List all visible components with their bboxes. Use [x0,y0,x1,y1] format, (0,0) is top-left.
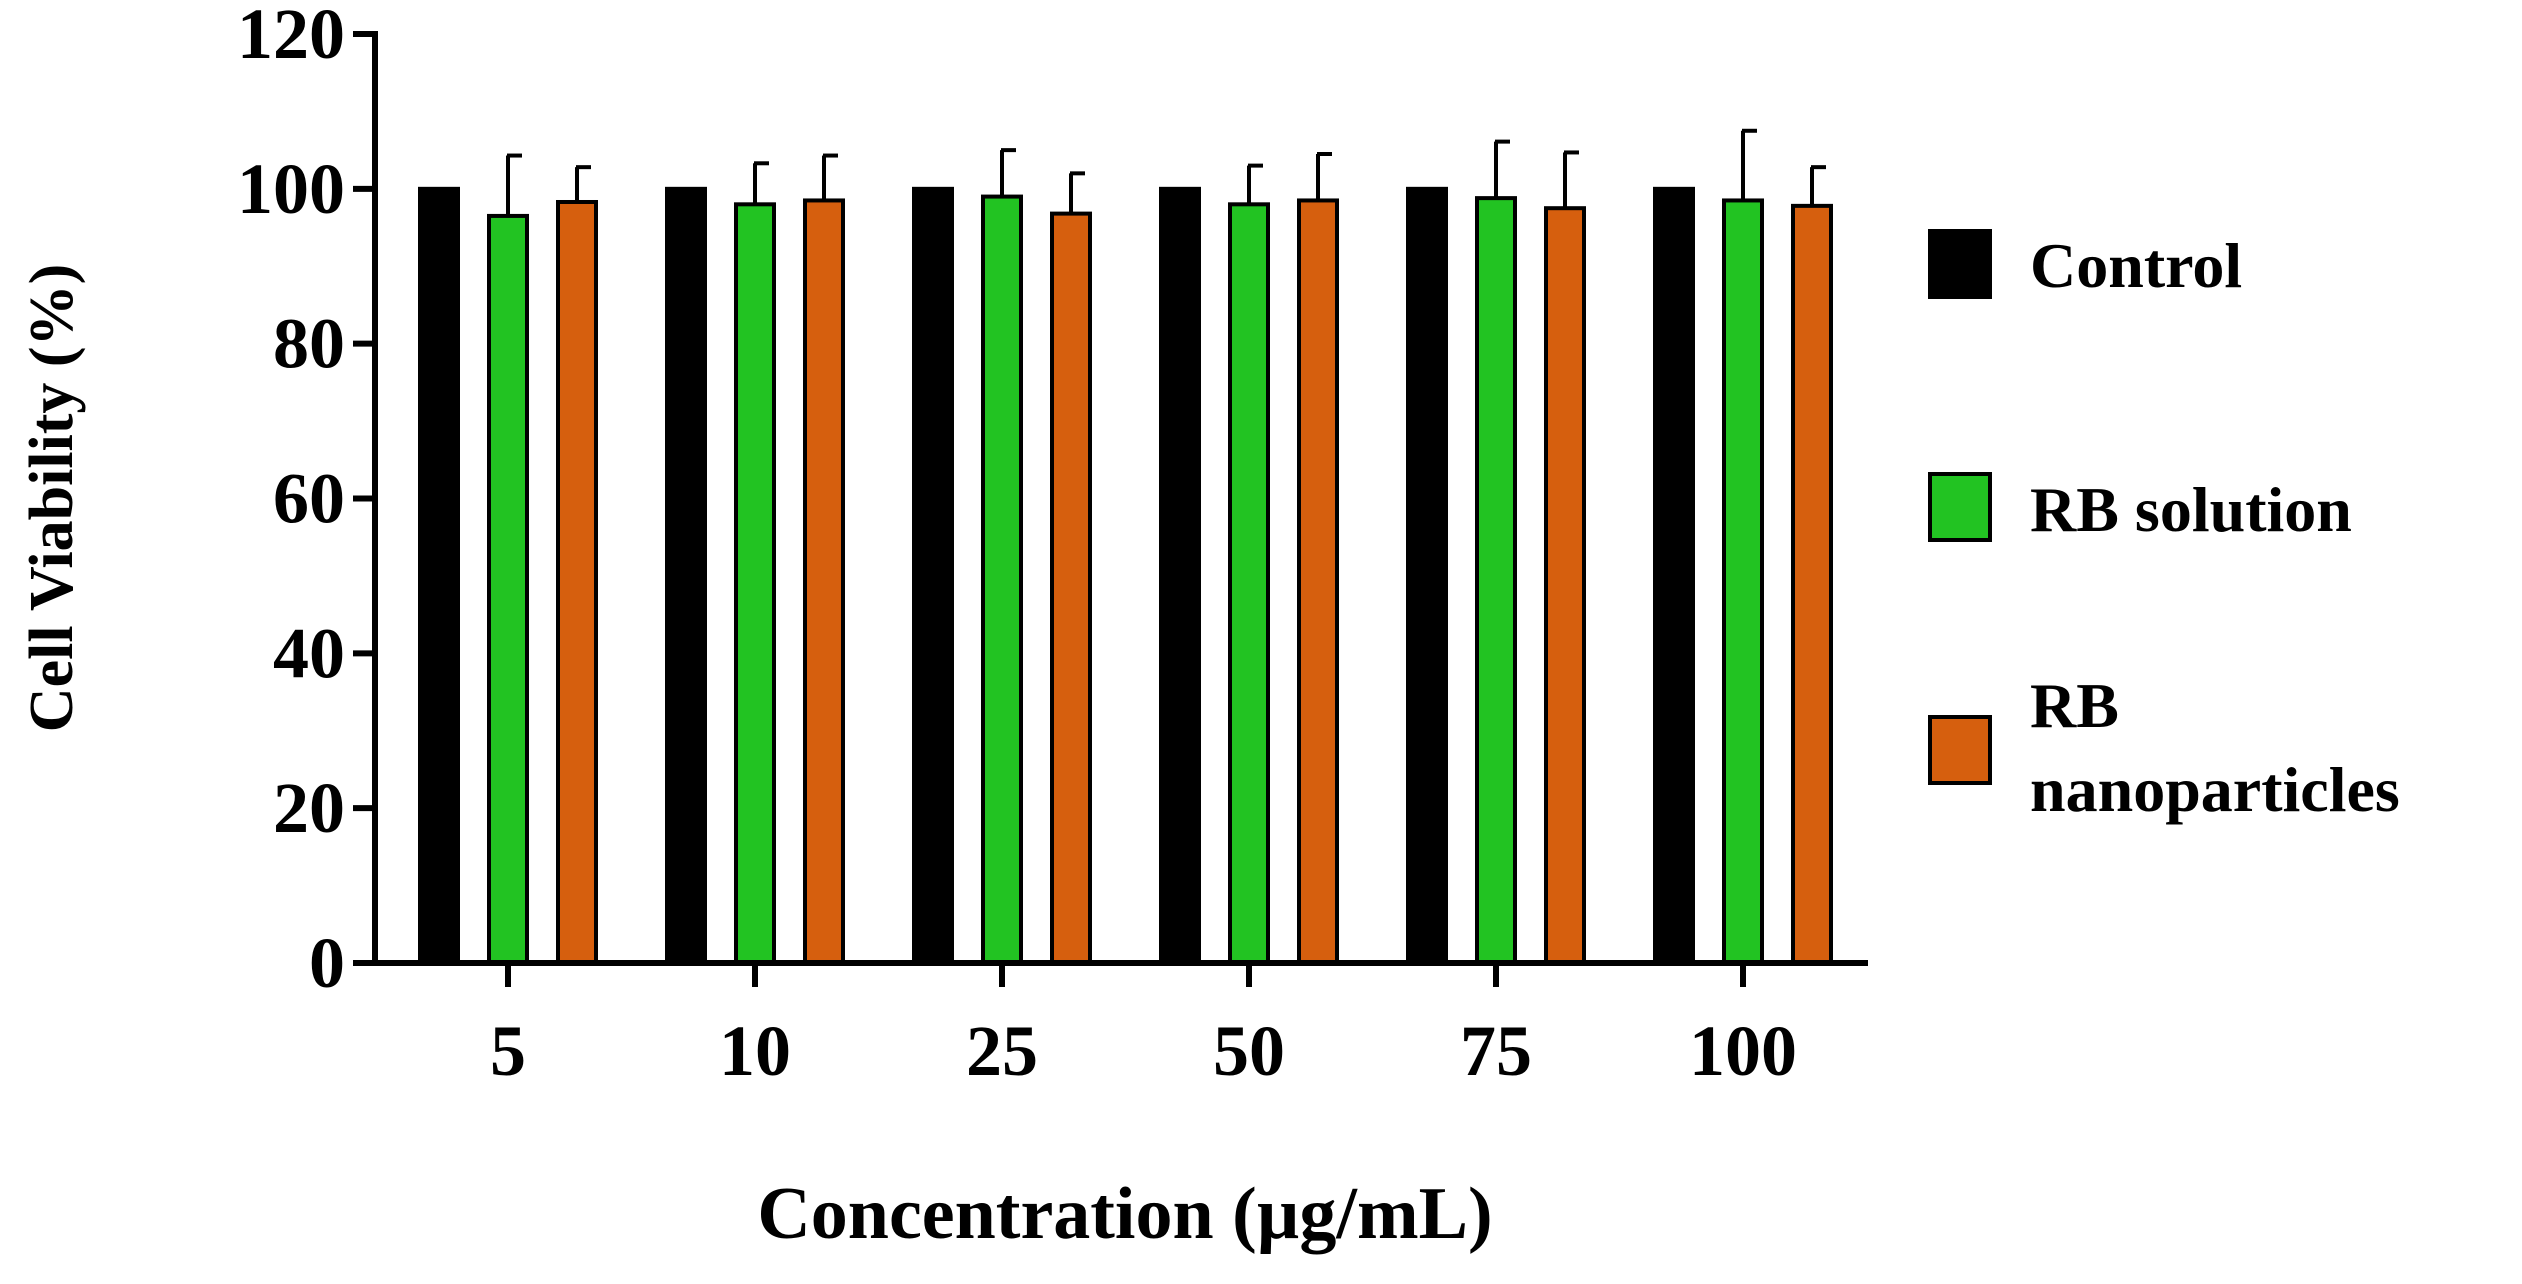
bar-control [1406,186,1448,966]
bar-rb-solution [1722,198,1764,965]
legend-label: nanoparticles [2030,754,2400,825]
y-tick-label: 80 [273,304,345,384]
bar-rb-solution [981,194,1023,965]
y-ticks: 0 20 40 60 80 100 120 [237,0,375,1003]
error-bars-layer [506,128,1826,216]
legend-swatch-control [1928,229,1992,299]
bar-rb-nanoparticles [1544,206,1586,965]
x-tick-label: 100 [1689,1011,1797,1091]
bar-control [1159,186,1201,966]
bar-rb-nanoparticles [803,198,845,965]
y-axis-title: Cell Viability (%) [18,264,86,732]
bar-rb-solution [734,202,776,966]
y-tick-label: 120 [237,0,345,74]
bar-control [665,186,707,966]
bar-control [418,186,460,966]
bar-rb-solution [1475,196,1517,965]
x-tick-label: 25 [966,1011,1038,1091]
bar-control [1653,186,1695,966]
legend-swatch-rb-nanoparticles [1928,715,1992,785]
bar-rb-nanoparticles [1297,198,1339,965]
x-ticks: 5 10 25 50 75 100 [490,963,1797,1091]
y-tick-label: 20 [273,768,345,848]
x-tick-label: 10 [719,1011,791,1091]
y-tick-label: 0 [309,923,345,1003]
bar-control [912,186,954,966]
bar-rb-solution [487,213,529,966]
x-tick-label: 75 [1460,1011,1532,1091]
legend-swatch-rb-solution [1928,472,1992,542]
legend: Control RB solution RB nanoparticles [1928,229,2400,825]
y-tick-label: 100 [237,149,345,229]
bar-rb-solution [1228,202,1270,966]
y-tick-label: 40 [273,613,345,693]
legend-label: RB solution [2030,474,2352,545]
bar-rb-nanoparticles [1050,211,1092,965]
x-tick-label: 50 [1213,1011,1285,1091]
bar-rb-nanoparticles [1791,203,1833,966]
bars-layer [418,186,1833,966]
y-tick-label: 60 [273,459,345,539]
x-axis-title: Concentration (µg/mL) [757,1173,1492,1255]
legend-label: RB [2030,670,2119,741]
bar-rb-nanoparticles [556,199,598,966]
x-tick-label: 5 [490,1011,526,1091]
legend-label: Control [2030,230,2242,301]
